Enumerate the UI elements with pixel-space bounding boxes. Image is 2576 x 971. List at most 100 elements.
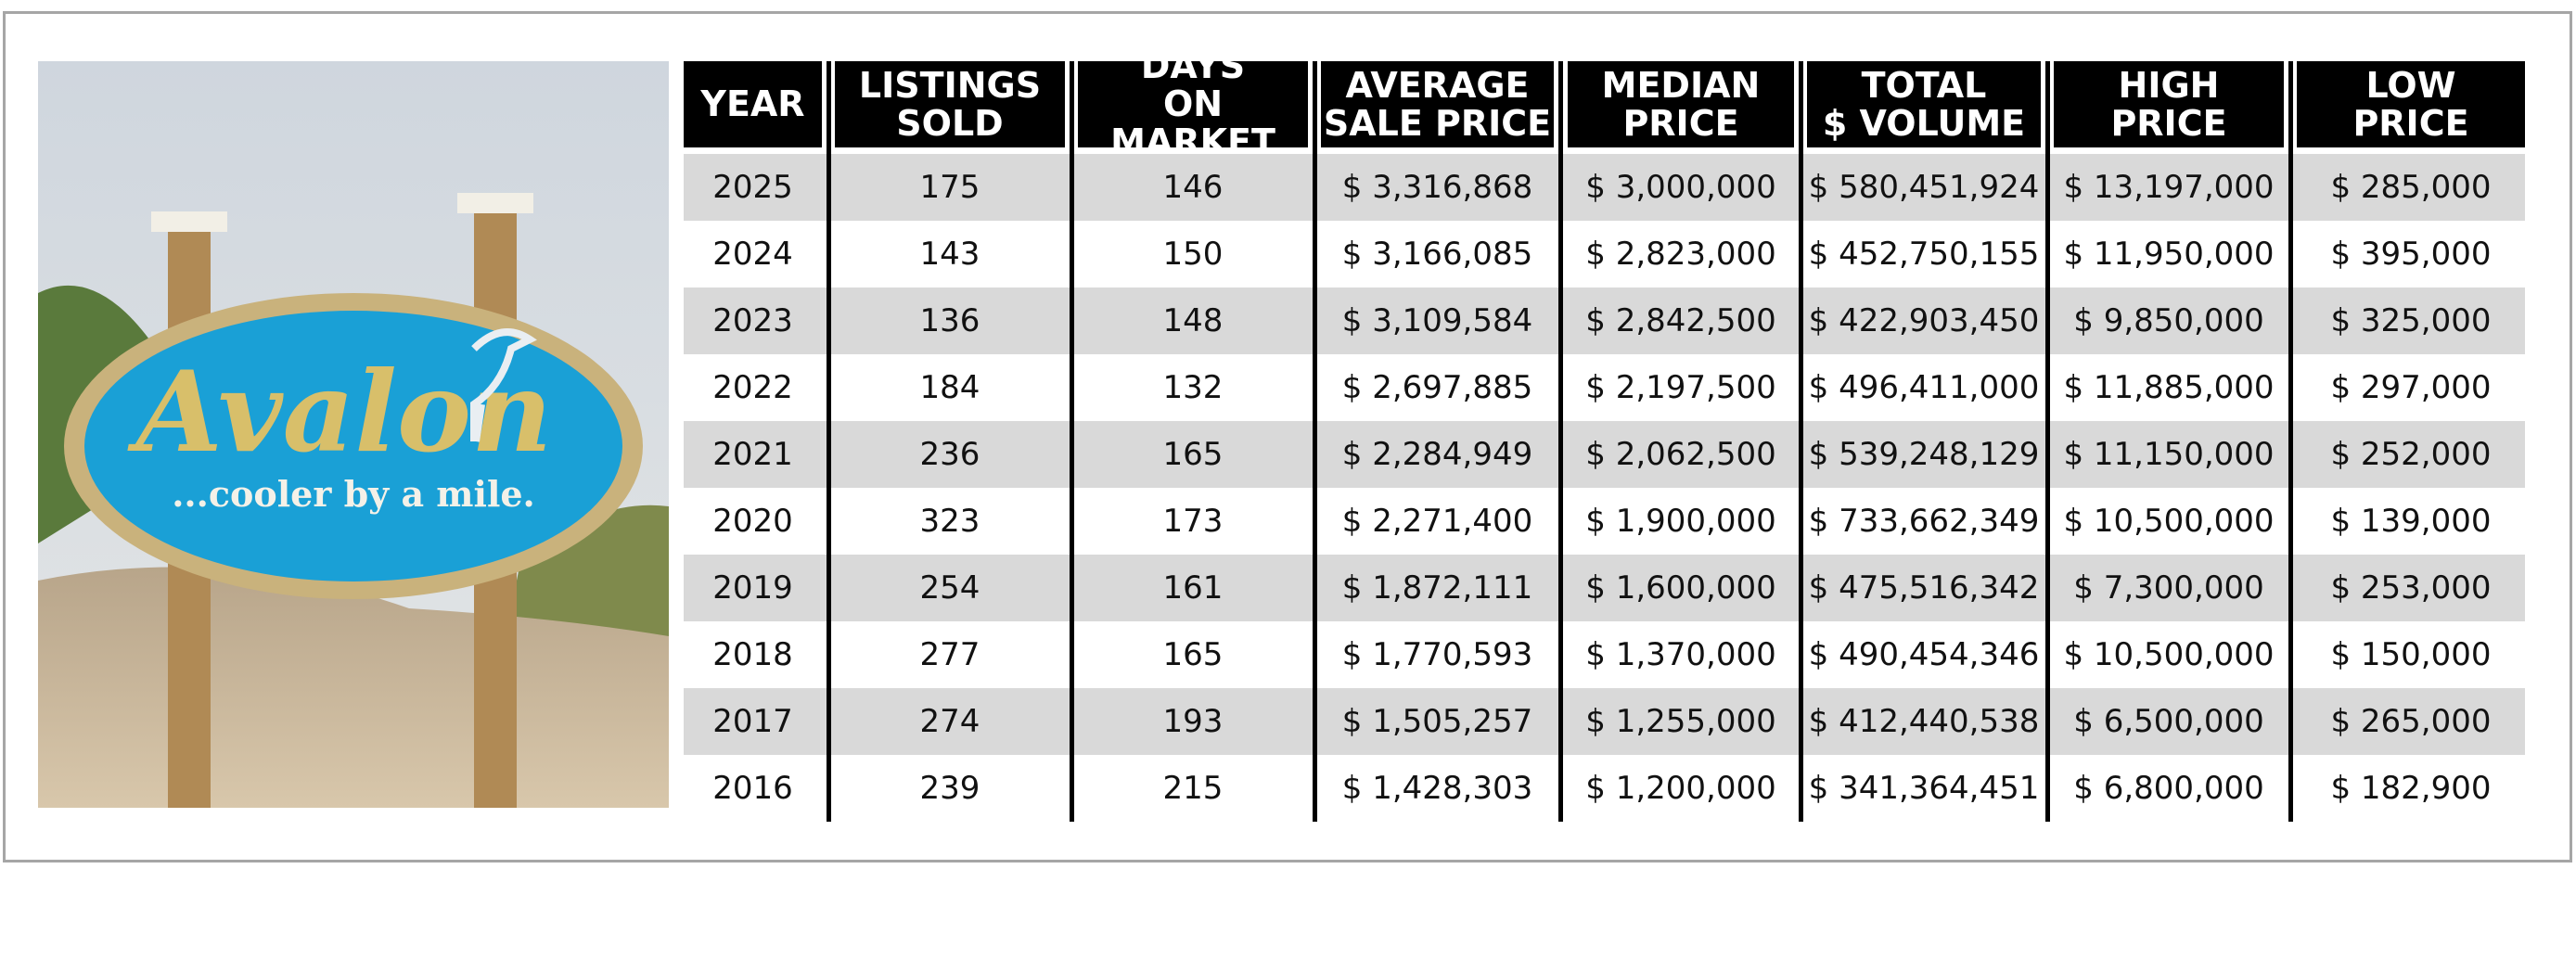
table-cell: $ 2,823,000: [1585, 236, 1776, 273]
table-cell: $ 496,411,000: [1808, 369, 2040, 406]
table-cell: 277: [919, 636, 980, 673]
column-header: HIGH PRICE: [2054, 61, 2284, 147]
table-cell: $ 297,000: [2330, 369, 2492, 406]
table-cell: $ 1,255,000: [1585, 703, 1776, 740]
sign-face: [84, 311, 622, 581]
column-header: LOW PRICE: [2297, 61, 2525, 147]
header-line: TOTAL: [1861, 64, 1987, 106]
table-cell: $ 325,000: [2330, 302, 2492, 339]
table-cell: $ 1,370,000: [1585, 636, 1776, 673]
table-cell: $ 1,200,000: [1585, 770, 1776, 807]
table-cell: $ 2,062,500: [1585, 436, 1776, 473]
table-cell: $ 539,248,129: [1808, 436, 2040, 473]
table-cell: $ 11,150,000: [2063, 436, 2275, 473]
table-cell: $ 285,000: [2330, 169, 2492, 206]
table-cell: 143: [919, 236, 980, 273]
table-cell: $ 580,451,924: [1808, 169, 2040, 206]
heron: [470, 328, 537, 442]
table-cell: 2020: [712, 503, 793, 540]
column-header: TOTAL $ VOLUME: [1807, 61, 2041, 147]
table-cell: $ 1,428,303: [1341, 770, 1533, 807]
table-cell: 148: [1162, 302, 1224, 339]
header-line: HIGH: [2118, 64, 2220, 106]
table-cell: 150: [1162, 236, 1224, 273]
row-shade: [684, 287, 2525, 354]
table-cell: 274: [919, 703, 980, 740]
post-cap: [151, 211, 227, 232]
table-cell: $ 2,271,400: [1341, 503, 1533, 540]
table-cell: 132: [1162, 369, 1224, 406]
row-shade: [684, 154, 2525, 221]
table-cell: $ 13,197,000: [2063, 169, 2275, 206]
table-cell: 165: [1162, 636, 1224, 673]
column-separator: [1069, 61, 1074, 822]
table-cell: 2019: [712, 569, 793, 607]
row-shade: [684, 421, 2525, 488]
table-cell: 2023: [712, 302, 793, 339]
table-cell: $ 2,284,949: [1341, 436, 1533, 473]
column-separator: [1798, 61, 1803, 822]
column-header: LISTINGS SOLD: [835, 61, 1065, 147]
frame: [3, 11, 2572, 862]
table-cell: $ 1,872,111: [1341, 569, 1533, 607]
header-line: ON MARKET: [1110, 83, 1275, 162]
header-line: SOLD: [896, 102, 1004, 144]
table-cell: $ 733,662,349: [1808, 503, 2040, 540]
header-line: PRICE: [2110, 102, 2227, 144]
table-cell: 146: [1162, 169, 1224, 206]
column-separator: [2044, 61, 2050, 822]
table-cell: 254: [919, 569, 980, 607]
table-cell: $ 475,516,342: [1808, 569, 2040, 607]
table-cell: 193: [1162, 703, 1224, 740]
table-cell: 184: [919, 369, 980, 406]
table-cell: $ 3,166,085: [1341, 236, 1533, 273]
table-cell: $ 452,750,155: [1808, 236, 2040, 273]
table-cell: $ 252,000: [2330, 436, 2492, 473]
table-cell: $ 490,454,346: [1808, 636, 2040, 673]
column-separator: [826, 61, 831, 822]
table-cell: $ 10,500,000: [2063, 503, 2275, 540]
table-cell: $ 6,500,000: [2073, 703, 2264, 740]
table-cell: $ 341,364,451: [1808, 770, 2040, 807]
table-cell: $ 3,000,000: [1585, 169, 1776, 206]
table-cell: $ 412,440,538: [1808, 703, 2040, 740]
table-cell: $ 395,000: [2330, 236, 2492, 273]
table-cell: $ 3,109,584: [1341, 302, 1533, 339]
header-line: SALE PRICE: [1323, 102, 1552, 144]
table-cell: 2024: [712, 236, 793, 273]
table-cell: $ 10,500,000: [2063, 636, 2275, 673]
table-cell: $ 150,000: [2330, 636, 2492, 673]
header-line: PRICE: [1622, 102, 1739, 144]
table-cell: $ 2,197,500: [1585, 369, 1776, 406]
column-header: YEAR: [684, 61, 822, 147]
table-cell: $ 1,505,257: [1341, 703, 1533, 740]
table-cell: 175: [919, 169, 980, 206]
header-line: PRICE: [2352, 102, 2469, 144]
table-cell: 239: [919, 770, 980, 807]
table-cell: 173: [1162, 503, 1224, 540]
column-header: AVERAGE SALE PRICE: [1321, 61, 1554, 147]
sign-title: Avalon: [127, 347, 553, 478]
table-cell: 2016: [712, 770, 793, 807]
column-separator: [2288, 61, 2293, 822]
table-cell: 2022: [712, 369, 793, 406]
table-cell: $ 11,885,000: [2063, 369, 2275, 406]
table-cell: $ 2,697,885: [1341, 369, 1533, 406]
table-cell: 236: [919, 436, 980, 473]
table-cell: 136: [919, 302, 980, 339]
table-cell: $ 1,770,593: [1341, 636, 1533, 673]
header-line: MEDIAN: [1601, 64, 1761, 106]
table-cell: $ 1,900,000: [1585, 503, 1776, 540]
table-cell: 2018: [712, 636, 793, 673]
table-cell: $ 7,300,000: [2073, 569, 2264, 607]
table-cell: $ 139,000: [2330, 503, 2492, 540]
table-cell: $ 6,800,000: [2073, 770, 2264, 807]
post-cap: [457, 193, 533, 213]
table-cell: $ 1,600,000: [1585, 569, 1776, 607]
table-cell: 323: [919, 503, 980, 540]
table-cell: 215: [1162, 770, 1224, 807]
header-line: LOW: [2365, 64, 2456, 106]
table-cell: $ 3,316,868: [1341, 169, 1533, 206]
table-cell: $ 422,903,450: [1808, 302, 2040, 339]
